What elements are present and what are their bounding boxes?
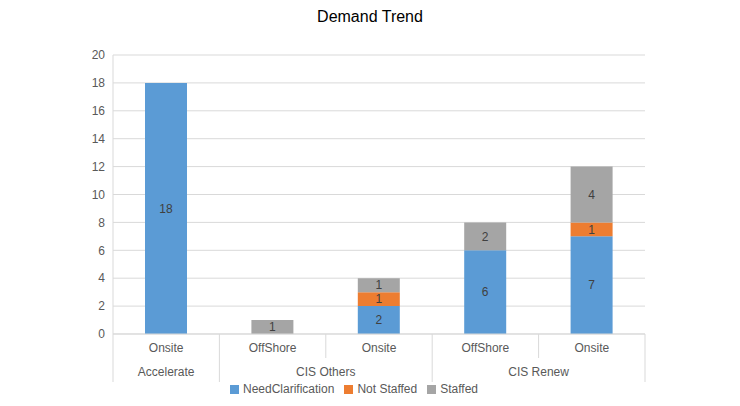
html-text:Not Staffed: Not Staffed xyxy=(357,382,418,396)
svg-text:OffShore: OffShore xyxy=(249,341,297,355)
svg-text:1: 1 xyxy=(269,320,276,334)
svg-text:CIS Renew: CIS Renew xyxy=(508,365,569,379)
svg-text:20: 20 xyxy=(92,48,106,62)
svg-text:CIS Others: CIS Others xyxy=(296,365,355,379)
svg-text:2: 2 xyxy=(482,230,489,244)
svg-text:10: 10 xyxy=(92,188,106,202)
html-text:Demand Trend: Demand Trend xyxy=(317,8,423,25)
svg-text:4: 4 xyxy=(98,271,105,285)
svg-text:1: 1 xyxy=(588,223,595,237)
svg-text:18: 18 xyxy=(92,76,106,90)
svg-text:2: 2 xyxy=(375,313,382,327)
svg-text:6: 6 xyxy=(482,285,489,299)
svg-text:18: 18 xyxy=(159,202,173,216)
svg-text:Onsite: Onsite xyxy=(149,341,184,355)
svg-text:Onsite: Onsite xyxy=(574,341,609,355)
svg-text:4: 4 xyxy=(588,188,595,202)
svg-text:OffShore: OffShore xyxy=(461,341,509,355)
svg-text:1: 1 xyxy=(375,292,382,306)
svg-text:14: 14 xyxy=(92,132,106,146)
svg-text:6: 6 xyxy=(98,244,105,258)
html-text:NeedClarification: NeedClarification xyxy=(243,382,335,396)
html-text:Staffed: Staffed xyxy=(440,382,478,396)
svg-text:Onsite: Onsite xyxy=(362,341,397,355)
svg-text:2: 2 xyxy=(98,299,105,313)
svg-text:0: 0 xyxy=(98,327,105,341)
svg-text:16: 16 xyxy=(92,104,106,118)
svg-text:1: 1 xyxy=(375,278,382,292)
svg-text:8: 8 xyxy=(98,216,105,230)
svg-text:12: 12 xyxy=(92,160,106,174)
svg-text:7: 7 xyxy=(588,278,595,292)
svg-text:Accelerate: Accelerate xyxy=(138,365,195,379)
